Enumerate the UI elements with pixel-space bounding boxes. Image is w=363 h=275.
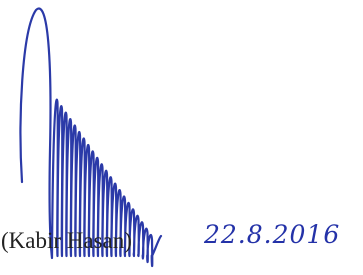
page: (Kabir Hasan) 22.8.2016 [0,0,363,275]
signer-name: (Kabir Hasan) [1,228,132,254]
signature-date: 22.8.2016 [204,220,340,249]
